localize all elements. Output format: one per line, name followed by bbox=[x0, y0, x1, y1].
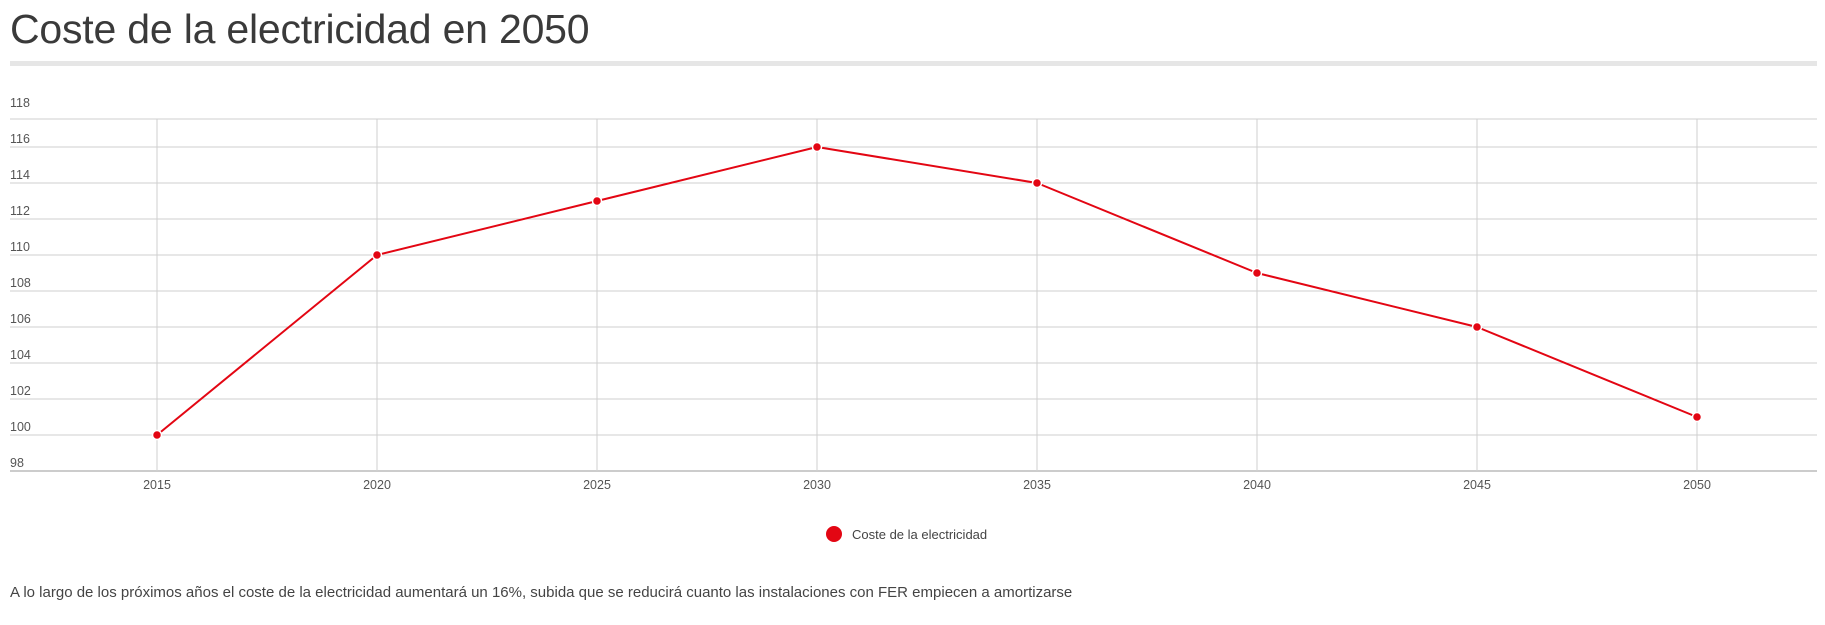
line-chart: 98 100 102 104 106 108 110 112 114 116 118 2015 202… bbox=[10, 96, 1817, 492]
page-title: Coste de la electricidad en 2050 bbox=[10, 6, 590, 52]
x-tick-label: 2035 bbox=[1023, 478, 1051, 492]
data-point bbox=[151, 429, 163, 441]
title-divider bbox=[10, 61, 1817, 66]
chart-series bbox=[151, 141, 1703, 441]
data-point bbox=[371, 249, 383, 261]
y-tick-label: 104 bbox=[10, 348, 31, 362]
y-tick-label: 102 bbox=[10, 384, 31, 398]
data-point bbox=[1691, 411, 1703, 423]
x-tick-label: 2025 bbox=[583, 478, 611, 492]
chart-gridlines bbox=[10, 118, 1817, 472]
chart-legend[interactable]: Coste de la electricidad bbox=[826, 526, 987, 542]
x-tick-label: 2040 bbox=[1243, 478, 1271, 492]
data-point bbox=[1031, 177, 1043, 189]
y-tick-label: 114 bbox=[10, 168, 30, 182]
y-tick-label: 106 bbox=[10, 312, 31, 326]
data-point bbox=[1471, 321, 1483, 333]
y-tick-label: 98 bbox=[10, 456, 24, 470]
data-point bbox=[1251, 267, 1263, 279]
chart-caption: A lo largo de los próximos años el coste… bbox=[10, 584, 1073, 601]
x-tick-label: 2030 bbox=[803, 478, 831, 492]
x-tick-label: 2020 bbox=[363, 478, 391, 492]
y-tick-label: 118 bbox=[10, 96, 30, 110]
data-point bbox=[591, 195, 603, 207]
y-tick-label: 110 bbox=[10, 240, 30, 254]
y-tick-label: 100 bbox=[10, 420, 31, 434]
x-tick-label: 2015 bbox=[143, 478, 171, 492]
data-point bbox=[811, 141, 823, 153]
x-tick-label: 2045 bbox=[1463, 478, 1491, 492]
y-tick-label: 116 bbox=[10, 132, 30, 146]
legend-marker-icon bbox=[826, 526, 842, 542]
y-axis-ticks: 98 100 102 104 106 108 110 112 114 116 118 bbox=[10, 96, 31, 470]
y-tick-label: 112 bbox=[10, 204, 30, 218]
y-tick-label: 108 bbox=[10, 276, 31, 290]
series-line bbox=[156, 146, 1698, 436]
x-axis-ticks: 2015 2020 2025 2030 2035 2040 2045 2050 bbox=[143, 478, 1711, 492]
x-tick-label: 2050 bbox=[1683, 478, 1711, 492]
legend-label: Coste de la electricidad bbox=[852, 526, 988, 542]
